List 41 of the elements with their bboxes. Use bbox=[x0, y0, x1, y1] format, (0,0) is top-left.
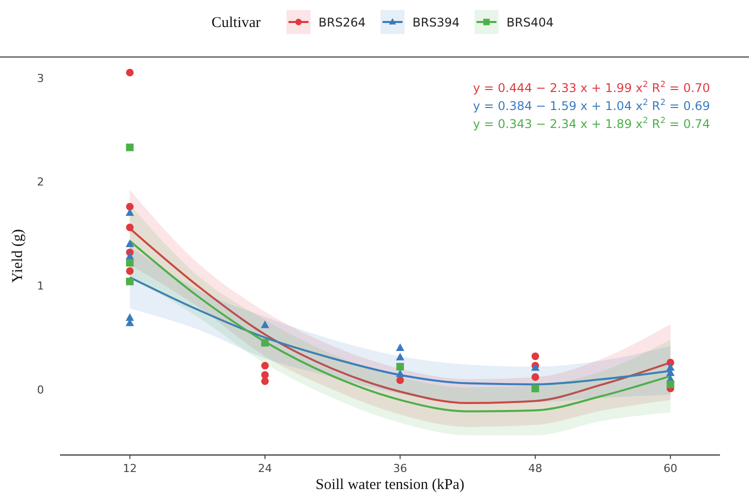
y-tick-label: 1 bbox=[37, 280, 44, 293]
x-tick-label: 60 bbox=[663, 462, 678, 475]
point bbox=[531, 384, 540, 392]
point bbox=[396, 369, 404, 377]
point bbox=[126, 239, 134, 248]
point bbox=[260, 320, 270, 328]
point bbox=[126, 267, 134, 275]
x-tick-label: 48 bbox=[528, 462, 542, 475]
point bbox=[126, 224, 134, 232]
point bbox=[126, 258, 134, 267]
point bbox=[261, 377, 269, 386]
annotation: y = 0.343 − 2.34 x + 1.89 x$^{2}$ R$^{2}$ = 0.74 bbox=[472, 115, 710, 131]
y-tick-label: 2 bbox=[37, 176, 44, 189]
legend-label: BRS394 bbox=[412, 16, 460, 30]
point bbox=[126, 68, 134, 76]
y-tick-label: 0 bbox=[37, 384, 44, 397]
point bbox=[531, 373, 540, 381]
legend-title: Cultivar bbox=[212, 15, 261, 31]
y-axis-title: Yield (g) bbox=[10, 229, 26, 283]
x-axis-title: Soill water tension (kPa) bbox=[316, 477, 464, 493]
point bbox=[261, 371, 269, 379]
point bbox=[126, 208, 134, 216]
point bbox=[126, 202, 134, 210]
point bbox=[666, 380, 674, 388]
x-tick-label: 24 bbox=[258, 462, 272, 475]
legend-label: BRS264 bbox=[318, 16, 366, 30]
point bbox=[261, 362, 269, 370]
y-tick-label: 3 bbox=[37, 72, 44, 85]
annotation: y = 0.444 − 2.33 x + 1.99 x$^{2}$ R$^{2}$ = 0.70 bbox=[472, 79, 710, 95]
point bbox=[531, 352, 540, 360]
point bbox=[396, 362, 404, 370]
point bbox=[126, 144, 134, 152]
point bbox=[396, 376, 404, 384]
point bbox=[126, 278, 134, 286]
x-tick-label: 36 bbox=[393, 462, 408, 475]
point bbox=[396, 352, 404, 360]
point bbox=[261, 338, 269, 347]
x-tick-label: 12 bbox=[122, 462, 137, 475]
annotation: y = 0.384 − 1.59 x + 1.04 x$^{2}$ R$^{2}$ = 0.69 bbox=[472, 97, 710, 113]
point bbox=[396, 343, 404, 352]
legend-label: BRS404 bbox=[506, 16, 554, 30]
